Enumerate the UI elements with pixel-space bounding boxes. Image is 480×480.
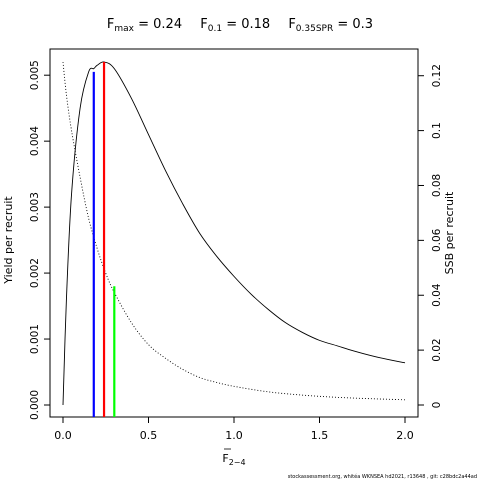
x-tick-label: 2.0 [396,429,414,442]
x-tick-label: 1.0 [225,429,243,442]
yield-per-recruit-curve [62,61,406,406]
y-left-tick-label: 0.001 [29,324,41,354]
plot-box [49,48,419,418]
y-right-tick-label: 0.06 [431,228,443,252]
y-right-tick-label: 0.02 [431,338,443,361]
f01-label: F [200,17,207,32]
x-axis-label: F2−4 [222,452,245,467]
y-axis-left-label: Yield per recruit [2,196,15,285]
y-left-tick-label: 0.002 [29,258,41,288]
x-tick-label: 1.5 [311,429,329,442]
y-left-tick-label: 0.005 [29,60,41,90]
x-tick-label: 0.0 [54,429,72,442]
y-right-tick-label: 0.08 [431,174,443,197]
fspr-sub: 0.35SPR [296,24,333,34]
x-axis-label-base: F [222,452,228,465]
fmax-sub: max [114,24,134,34]
y-right-tick-label: 0.04 [431,283,443,307]
reference-lines [92,62,116,417]
ssb-per-recruit-curve [62,61,406,401]
y-left-tick-label: 0.000 [29,390,41,420]
fmax-value: = 0.24 [134,17,182,32]
f01-sub: 0.1 [208,24,222,34]
series-layer [62,61,406,406]
fmax-label: F [107,17,114,32]
footer-text: stockassessment.org, whitéa WKNSEA hd202… [288,473,477,480]
y-left-tick-label: 0.003 [29,192,41,222]
fspr-label: F [288,17,295,32]
x-axis: 0.0 0.5 1.0 1.5 2.0 [54,417,414,442]
y-right-tick-label: 0.1 [431,122,443,139]
y-axis-right-label: SSB per recruit [443,191,456,274]
y-right-tick-label: 0.12 [431,64,443,87]
x-axis-label-sub: 2−4 [229,458,246,467]
chart-title: Fmax = 0.24 F0.1 = 0.18 F0.35SPR = 0.3 [107,17,373,34]
fspr-value: = 0.3 [333,17,373,32]
y-left-tick-label: 0.004 [29,126,41,156]
f01-value: = 0.18 [222,17,270,32]
x-tick-label: 0.5 [140,429,158,442]
y-right-tick-label: 0 [431,402,443,409]
y-axis-right: 0 0.02 0.04 0.06 0.08 0.1 0.12 [418,64,443,408]
y-axis-left: 0.000 0.001 0.002 0.003 0.004 0.005 [29,60,50,420]
